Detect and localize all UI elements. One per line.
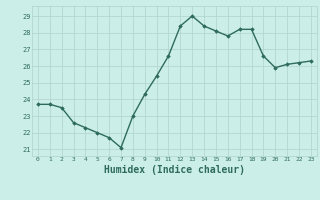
X-axis label: Humidex (Indice chaleur): Humidex (Indice chaleur): [104, 165, 245, 175]
